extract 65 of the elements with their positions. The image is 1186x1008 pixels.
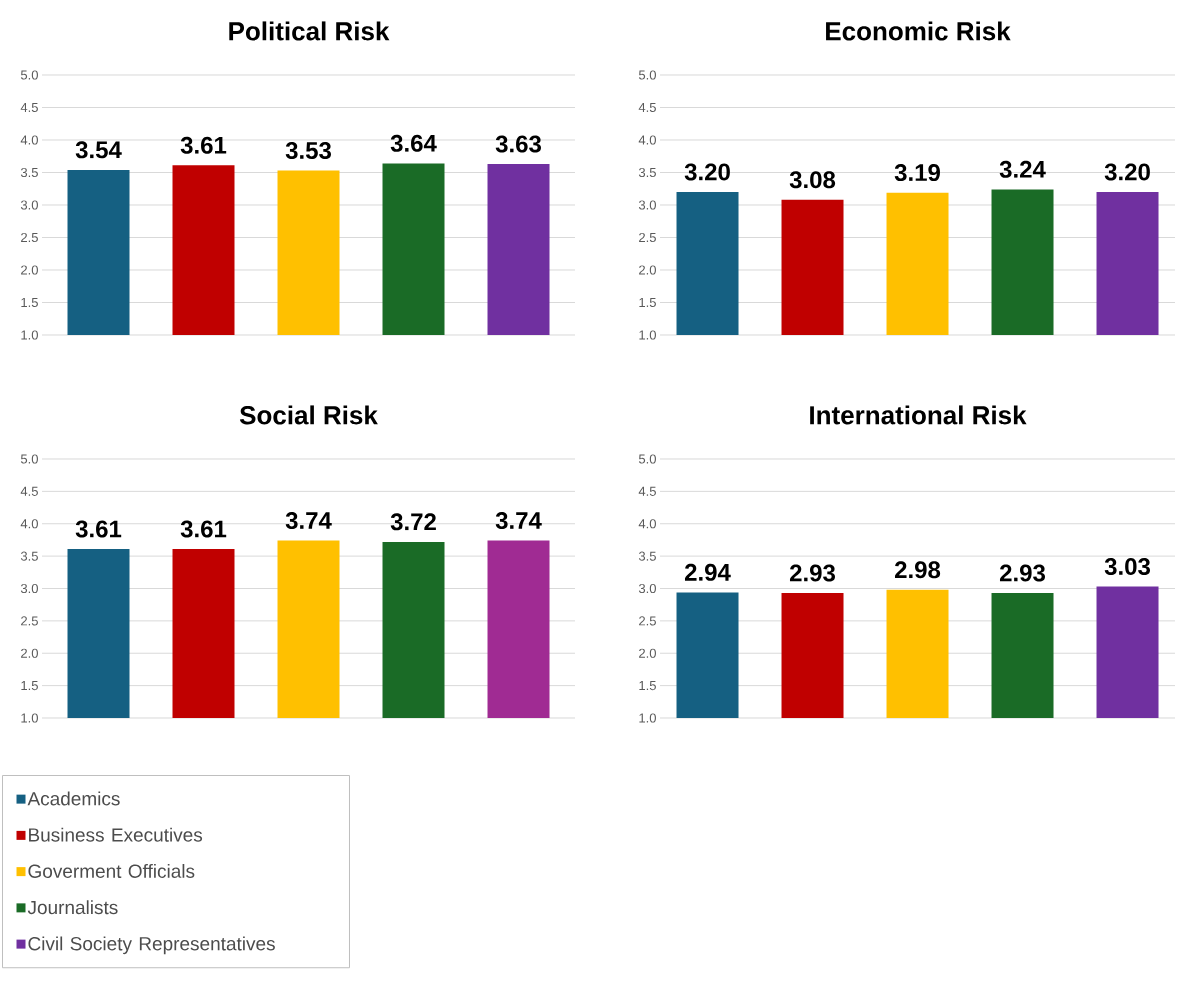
chart-title: Economic Risk	[826, 21, 1011, 41]
y-tick-label: 5.0	[638, 70, 656, 80]
y-tick-label: 3.5	[638, 167, 656, 178]
data-label: 3.08	[789, 171, 836, 189]
data-label: 3.24	[999, 160, 1046, 178]
y-tick-label: 2.5	[21, 232, 38, 243]
y-tick-label: 4.0	[20, 519, 38, 529]
data-label: 2.94	[684, 563, 731, 581]
y-tick-label: 3.0	[638, 583, 656, 594]
y-tick-label: 3.5	[20, 167, 38, 178]
y-tick-label: 3.0	[20, 200, 38, 210]
legend-label: Civil Society Representatives	[28, 936, 275, 955]
data-label: 3.54	[75, 141, 122, 159]
y-tick-label: 3.0	[20, 583, 38, 594]
data-label: 3.53	[285, 141, 331, 160]
y-tick-label: 3.5	[20, 551, 38, 561]
y-tick-label: 4.5	[20, 102, 38, 113]
y-tick-label: 3.5	[638, 551, 656, 561]
y-tick-label: 5.0	[20, 70, 38, 80]
y-tick-label: 2.5	[639, 232, 656, 243]
y-tick-label: 5.0	[638, 454, 656, 464]
chart-title: Political Risk	[229, 21, 390, 41]
y-tick-label: 1.5	[639, 297, 656, 308]
data-label: 3.63	[495, 135, 541, 153]
y-tick-label: 1.5	[639, 681, 656, 691]
data-label: 3.74	[285, 512, 332, 530]
y-tick-label: 2.0	[21, 648, 38, 658]
data-label: 3.61	[75, 520, 122, 538]
data-label: 3.74	[495, 512, 542, 530]
y-tick-label: 1.0	[21, 330, 38, 340]
y-tick-label: 4.5	[20, 486, 38, 496]
y-tick-label: 2.0	[21, 265, 38, 275]
y-tick-label: 2.0	[639, 648, 656, 658]
y-tick-label: 1.0	[639, 330, 656, 340]
data-label: 3.19	[894, 164, 940, 182]
y-tick-label: 1.5	[21, 297, 38, 308]
y-tick-label: 2.5	[21, 616, 38, 626]
data-label: 3.20	[684, 163, 730, 181]
data-label: 3.61	[180, 520, 227, 538]
y-tick-label: 1.0	[639, 713, 656, 723]
y-tick-label: 4.0	[638, 519, 656, 529]
y-tick-label: 3.0	[638, 200, 656, 210]
data-label: 2.93	[999, 564, 1045, 582]
y-tick-label: 4.0	[638, 135, 656, 145]
data-label: 3.61	[180, 136, 227, 154]
data-label: 2.98	[894, 561, 941, 579]
y-tick-label: 5.0	[20, 454, 38, 464]
legend-label: Business Executives	[29, 827, 203, 842]
data-label: 3.64	[390, 134, 437, 152]
y-tick-label: 1.0	[21, 713, 38, 723]
chart-title: Social Risk	[239, 405, 378, 425]
legend-label: Goverment Officials	[28, 863, 195, 878]
data-label: 3.72	[390, 513, 436, 531]
y-tick-label: 2.5	[639, 616, 656, 626]
data-label: 3.20	[1104, 163, 1150, 181]
y-tick-label: 4.5	[638, 486, 656, 496]
y-tick-label: 4.0	[20, 135, 38, 145]
y-tick-label: 4.5	[638, 102, 656, 113]
data-label: 3.03	[1104, 558, 1151, 576]
legend-label: Journalists	[27, 900, 118, 915]
legend-label: Academics	[27, 791, 120, 806]
chart-title: International Risk	[810, 405, 1027, 425]
y-tick-label: 2.0	[639, 265, 656, 275]
y-tick-label: 1.5	[21, 681, 38, 691]
data-label: 2.93	[789, 564, 835, 582]
